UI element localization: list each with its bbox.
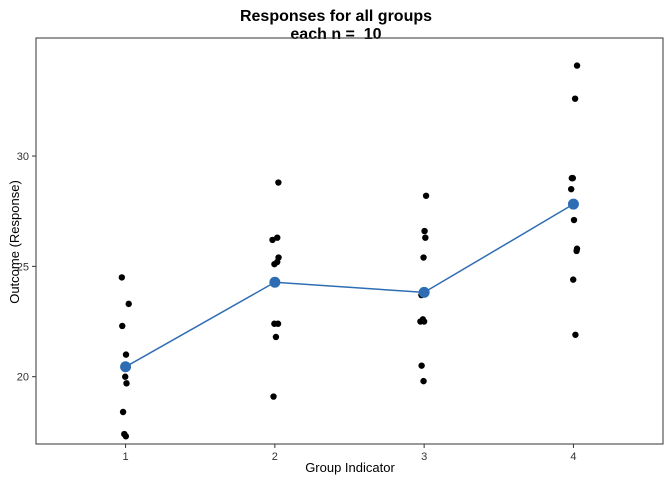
data-point [573,62,581,69]
data-point [274,234,281,241]
data-point [420,377,427,385]
data-point [570,216,578,224]
data-point [122,373,129,380]
x-tick-label: 3 [421,451,427,463]
data-point [420,254,427,261]
data-point [417,318,424,325]
data-point [572,331,579,338]
mean-line [125,203,574,368]
data-point [422,192,430,199]
y-tick-label: 25 [17,261,29,273]
data-point [118,274,126,281]
data-point [119,408,127,416]
data-point [567,185,575,193]
data-point [570,276,577,283]
data-point [418,362,425,369]
data-point [269,236,276,244]
x-tick-label: 2 [272,451,278,463]
data-point [571,95,579,102]
mean-point [567,198,579,210]
data-point [271,260,278,268]
data-point [569,174,577,182]
data-point [270,393,277,400]
mean-series [120,198,579,373]
mean-point [120,361,132,373]
x-axis-label: Group Indicator [305,460,395,475]
data-point [421,227,428,235]
x-tick-label: 4 [570,451,576,463]
mean-point [418,286,430,298]
panel-border [35,37,664,445]
data-point [122,351,130,358]
y-tick-label: 30 [17,151,29,163]
data-point [119,322,126,330]
chart-title: Responses for all groups [240,8,432,25]
y-axis-label: Outcome (Response) [7,180,22,304]
data-point [272,333,280,341]
data-point [125,300,132,308]
data-point [573,247,580,255]
chart-subtitle: each n = 10 [290,26,381,43]
data-point [275,179,282,186]
x-tick-label: 1 [123,451,129,463]
mean-point [269,276,281,288]
data-point [122,433,130,440]
axis-ticks: 20 25 30 1 2 3 4 [17,151,577,463]
data-point [422,234,429,241]
data-point [123,380,130,387]
data-point [271,320,278,327]
y-tick-label: 20 [17,372,29,384]
